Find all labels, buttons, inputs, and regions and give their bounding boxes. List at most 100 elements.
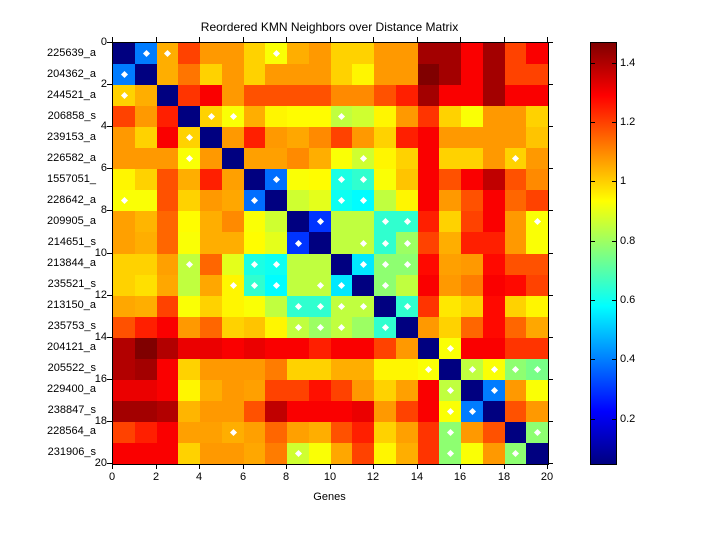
heatmap-cell <box>374 211 396 232</box>
heatmap-cell <box>200 338 222 359</box>
heatmap-cell <box>222 443 244 464</box>
knn-neighbor-marker-icon <box>359 260 368 269</box>
heatmap-cell <box>244 85 265 106</box>
x-tick-top <box>156 37 157 42</box>
colorbar-tick-left <box>591 419 595 420</box>
heatmap-cell <box>222 296 244 317</box>
x-tick-top <box>417 37 418 42</box>
colorbar-tick-label: 0.8 <box>620 235 636 247</box>
y-tick-label: 8 <box>100 204 107 216</box>
knn-neighbor-marker-icon <box>272 49 281 58</box>
colorbar-tick-left <box>591 122 595 123</box>
y-tick <box>107 379 112 380</box>
heatmap-cell <box>505 106 526 127</box>
heatmap-cell <box>135 211 157 232</box>
heatmap-cell <box>526 401 548 422</box>
knn-neighbor-marker-icon <box>533 428 542 437</box>
heatmap-cell <box>178 443 200 464</box>
heatmap-cell <box>222 254 244 275</box>
heatmap-cell <box>309 422 331 443</box>
heatmap-cell <box>352 43 374 64</box>
y-tick <box>107 42 112 43</box>
heatmap-cell <box>309 85 331 106</box>
knn-neighbor-marker-icon <box>381 260 390 269</box>
heatmap-cell <box>483 232 505 254</box>
knn-neighbor-marker-icon <box>250 196 259 205</box>
x-tick-top <box>547 37 548 42</box>
y-tick-right <box>548 421 553 422</box>
gene-label: 225639_a <box>47 47 96 59</box>
heatmap-cell <box>222 317 244 338</box>
heatmap-cell <box>352 64 374 85</box>
knn-neighbor-marker-icon <box>337 302 346 311</box>
heatmap-cell <box>483 106 505 127</box>
heatmap-cell <box>200 275 222 296</box>
heatmap-cell <box>374 190 396 211</box>
heatmap-cell <box>505 232 526 254</box>
heatmap-cell <box>439 338 461 359</box>
heatmap-cell <box>200 296 222 317</box>
heatmap-cell <box>113 359 135 380</box>
heatmap-cell <box>135 64 157 85</box>
heatmap-cell <box>526 359 548 380</box>
heatmap-cell <box>265 359 287 380</box>
x-tick <box>199 464 200 469</box>
heatmap-cell <box>331 275 352 296</box>
colorbar-tick-label: 0.6 <box>620 294 636 306</box>
colorbar-tick-left <box>591 359 595 360</box>
heatmap-cell <box>135 148 157 169</box>
heatmap-cell <box>200 127 222 148</box>
heatmap-cell <box>265 148 287 169</box>
heatmap-cell <box>396 127 418 148</box>
heatmap-cell <box>331 127 352 148</box>
knn-neighbor-marker-icon <box>359 154 368 163</box>
heatmap-cell <box>265 127 287 148</box>
knn-neighbor-marker-icon <box>163 49 172 58</box>
heatmap-cell <box>265 296 287 317</box>
heatmap-cell <box>505 43 526 64</box>
heatmap-cell <box>418 232 439 254</box>
knn-neighbor-marker-icon <box>359 196 368 205</box>
heatmap-cell <box>352 422 374 443</box>
heatmap-cell <box>135 443 157 464</box>
heatmap-cell <box>287 401 309 422</box>
knn-neighbor-marker-icon <box>272 281 281 290</box>
heatmap-cell <box>331 296 352 317</box>
heatmap-cell <box>157 275 178 296</box>
heatmap-cell <box>439 254 461 275</box>
heatmap-cell <box>352 443 374 464</box>
x-tick-top <box>504 37 505 42</box>
heatmap-cell <box>461 338 483 359</box>
heatmap-cell <box>396 106 418 127</box>
heatmap-cell <box>461 127 483 148</box>
knn-neighbor-marker-icon <box>381 323 390 332</box>
heatmap-cell <box>200 317 222 338</box>
heatmap-cell <box>331 211 352 232</box>
heatmap-cell <box>331 106 352 127</box>
heatmap-cell <box>418 422 439 443</box>
heatmap-cell <box>396 43 418 64</box>
knn-neighbor-marker-icon <box>294 323 303 332</box>
colorbar-tick-right <box>612 122 616 123</box>
heatmap-cell <box>200 232 222 254</box>
heatmap-cell <box>178 127 200 148</box>
colorbar-tick-right <box>612 241 616 242</box>
heatmap-cell <box>287 275 309 296</box>
x-tick <box>243 464 244 469</box>
heatmap-cell <box>505 296 526 317</box>
gene-label: 229400_a <box>47 383 96 395</box>
heatmap-cell <box>157 359 178 380</box>
heatmap-cell <box>222 232 244 254</box>
heatmap-cell <box>418 338 439 359</box>
knn-neighbor-marker-icon <box>294 449 303 458</box>
heatmap-cell <box>461 401 483 422</box>
heatmap-cell <box>265 232 287 254</box>
heatmap-cell <box>265 64 287 85</box>
heatmap-cell <box>331 443 352 464</box>
heatmap-cell <box>396 401 418 422</box>
knn-neighbor-marker-icon <box>490 386 499 395</box>
heatmap-cell <box>526 380 548 401</box>
heatmap-cell <box>374 380 396 401</box>
heatmap-cell <box>265 275 287 296</box>
x-tick <box>286 464 287 469</box>
